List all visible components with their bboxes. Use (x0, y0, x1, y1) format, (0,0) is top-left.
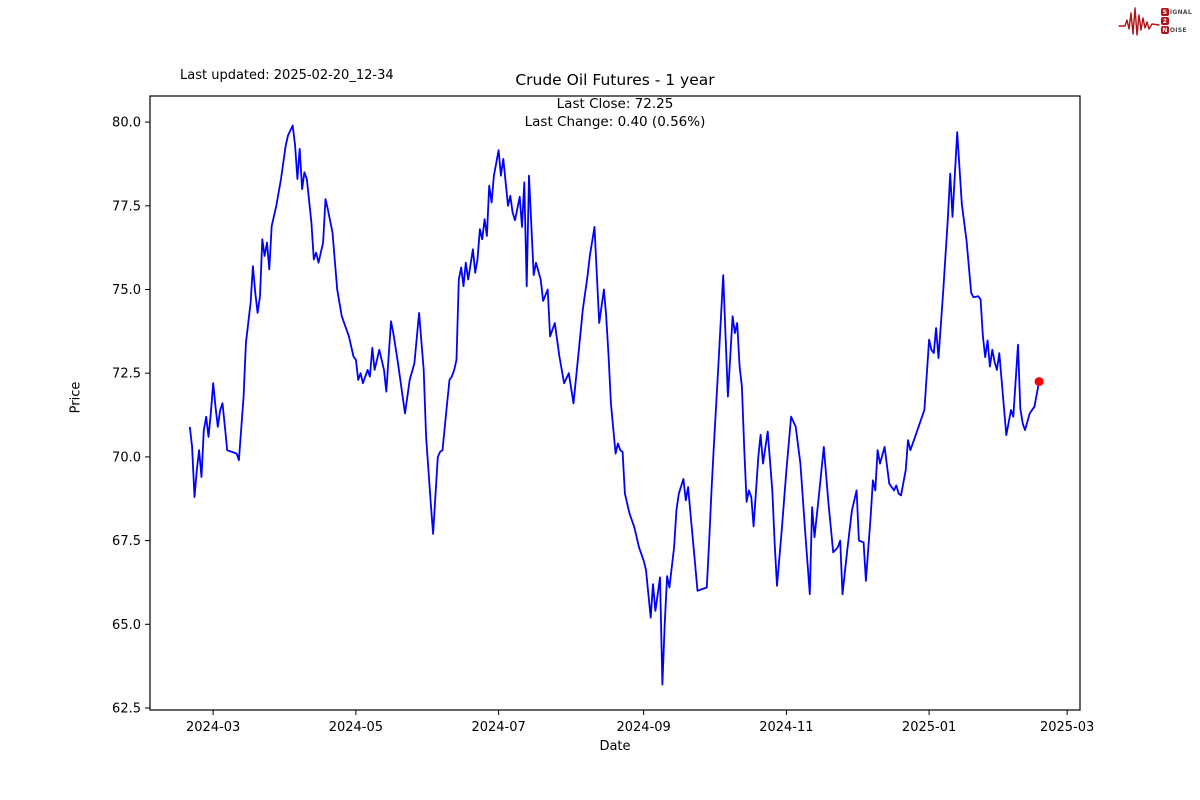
logo-word-noise-rest: OISE (1169, 26, 1187, 34)
last-close-marker (1034, 377, 1044, 387)
logo-box-s: S (1160, 8, 1169, 16)
x-tick-label: 2024-05 (329, 720, 383, 735)
x-tick-label: 2024-11 (759, 720, 813, 735)
x-tick-label: 2024-09 (616, 720, 670, 735)
last-change-annotation: Last Change: 0.40 (0.56%) (524, 114, 706, 130)
y-tick-label: 80.0 (112, 116, 141, 131)
y-tick-label: 62.5 (112, 701, 141, 716)
x-tick-label: 2024-03 (186, 720, 240, 735)
x-axis-label: Date (599, 739, 631, 754)
logo-word-signal-rest: IGNAL (1169, 8, 1192, 16)
y-tick-label: 72.5 (112, 367, 141, 382)
last-updated-text: Last updated: 2025-02-20_12-34 (180, 68, 394, 83)
plot-border (149, 95, 1081, 711)
x-tick-label: 2025-03 (1040, 720, 1094, 735)
price-line (188, 124, 1040, 686)
logo-word-noise: N OISE (1160, 26, 1192, 34)
y-tick-label: 65.0 (112, 618, 141, 633)
y-axis-ticks: 80.0 77.5 75.0 72.5 70.0 67.5 65.0 62.5 (112, 116, 150, 716)
y-tick-label: 67.5 (112, 534, 141, 549)
waveform-icon (1118, 7, 1160, 36)
logo-box-2: 2 (1160, 17, 1169, 25)
logo-word-2: 2 (1160, 17, 1192, 25)
chart-title: Crude Oil Futures - 1 year (515, 71, 715, 89)
last-close-annotation: Last Close: 72.25 (556, 96, 674, 112)
logo-wordmark: S IGNAL 2 N OISE (1160, 8, 1192, 34)
y-tick-label: 75.0 (112, 283, 141, 298)
y-axis-label: Price (68, 381, 84, 414)
y-tick-label: 70.0 (112, 450, 141, 465)
logo-box-n: N (1160, 26, 1169, 34)
x-tick-label: 2025-01 (902, 720, 956, 735)
y-tick-label: 77.5 (112, 199, 141, 214)
logo-word-signal: S IGNAL (1160, 8, 1192, 16)
x-axis-ticks: 2024-03 2024-05 2024-07 2024-09 2024-11 2025-… (186, 710, 1094, 735)
x-tick-label: 2024-07 (471, 720, 525, 735)
signal2noise-logo: S IGNAL 2 N OISE (1118, 5, 1192, 37)
